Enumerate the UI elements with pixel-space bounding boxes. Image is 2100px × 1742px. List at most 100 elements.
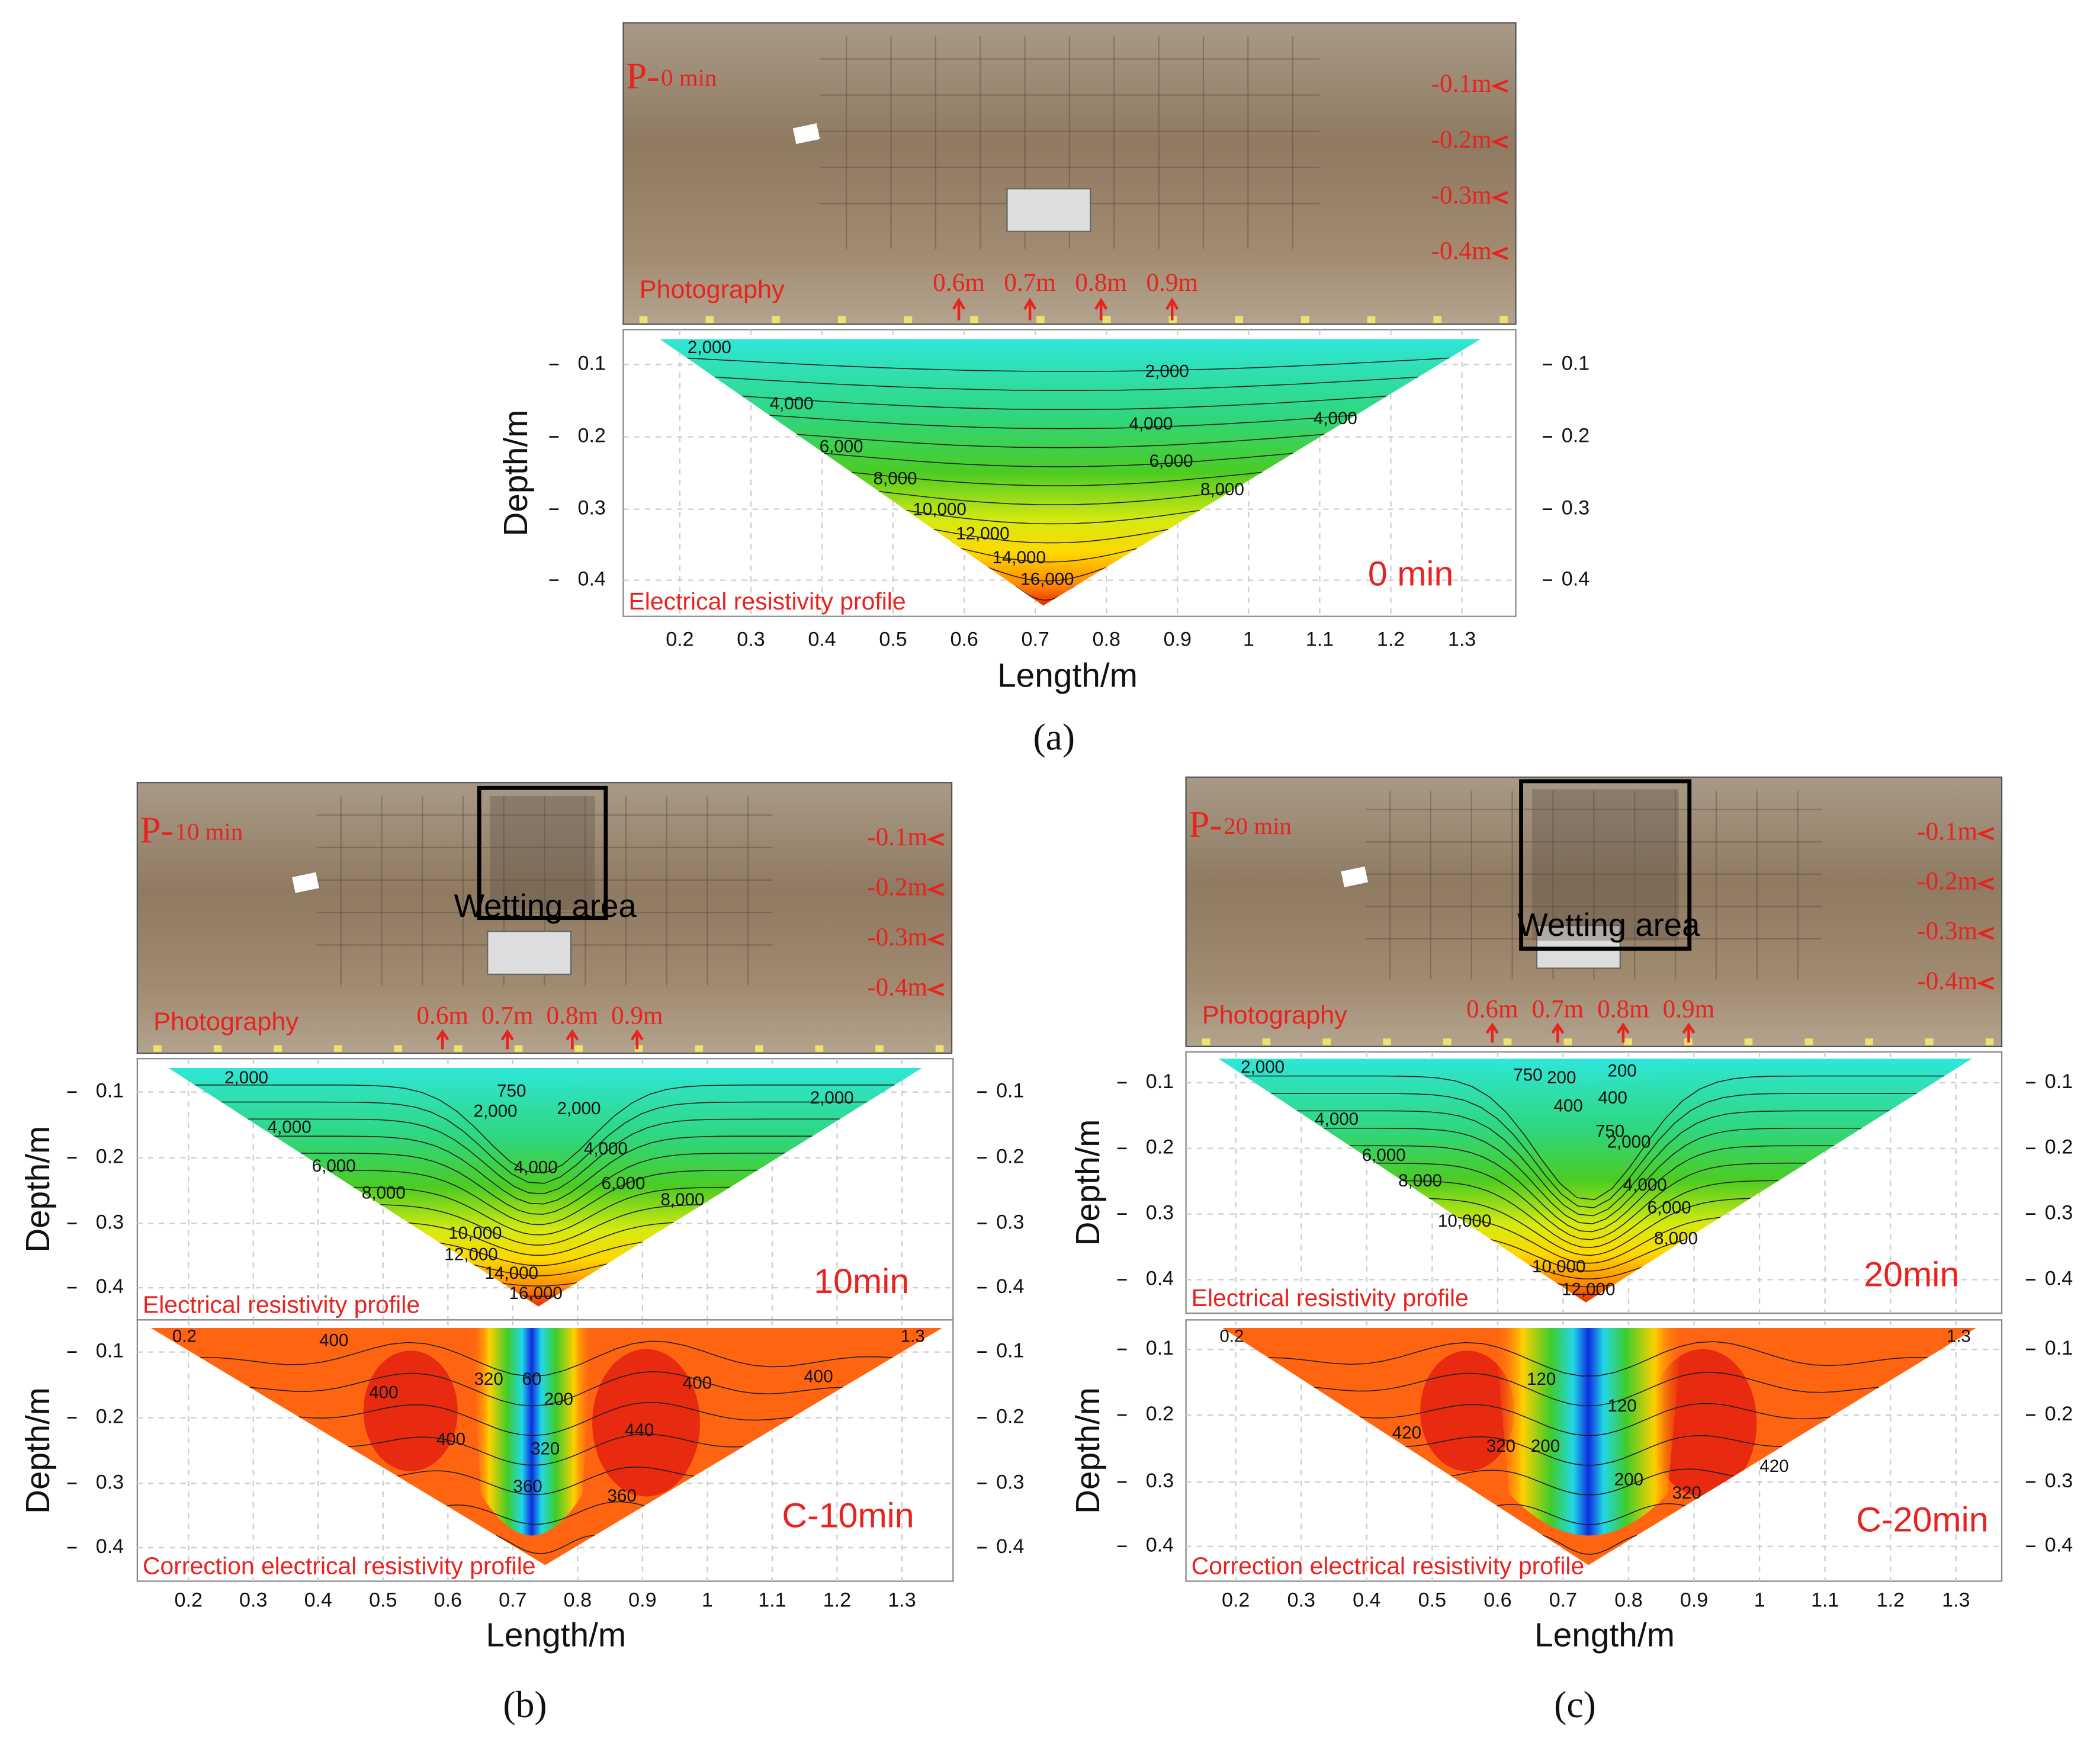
depth-arrow <box>926 933 945 947</box>
x-tick-label: 1.3 <box>1448 628 1476 650</box>
contour-line <box>878 490 1231 506</box>
length-mark: 0.8m <box>1597 996 1649 1024</box>
photo-electrode <box>935 1045 944 1052</box>
contour-label: 60 <box>522 1369 541 1389</box>
contour-label: 320 <box>1672 1483 1701 1503</box>
contour-label: 4,000 <box>1129 414 1173 434</box>
contour-label: 6,000 <box>601 1174 645 1194</box>
contour-label: 0.2 <box>1219 1327 1244 1346</box>
wetting-box <box>477 785 608 920</box>
profile-label: Correction electrical resistivity profil… <box>1192 1552 1585 1580</box>
contour-label: 200 <box>1607 1061 1636 1081</box>
length-mark: 0.9m <box>1146 269 1198 297</box>
profile-time: 10min <box>814 1262 909 1301</box>
contour-label: 8,000 <box>1200 480 1244 499</box>
contour-line <box>714 376 1418 392</box>
y-tick-label: 0.4 <box>96 1535 124 1558</box>
x-tick-label: 1.2 <box>823 1589 851 1611</box>
depth-mark: -0.4m <box>867 974 927 1002</box>
contour-line <box>459 1260 621 1276</box>
depth-mark: -0.2m <box>1431 126 1492 153</box>
photo-electrode <box>755 1045 763 1052</box>
contour-label: 750 <box>1513 1065 1542 1085</box>
contour-label: 120 <box>1527 1369 1556 1389</box>
contour-line <box>1428 1198 1752 1256</box>
y-tick-label: 0.4 <box>1146 1534 1174 1557</box>
x-tick-label: 0.9 <box>1680 1589 1708 1611</box>
depth-mark: -0.1m <box>867 823 927 851</box>
x-tick-label: 0.3 <box>239 1589 267 1611</box>
contour-fill <box>1222 1327 1976 1565</box>
y-tick-label-right: 0.2 <box>996 1406 1024 1428</box>
panel: P- 10 min -0.1m -0.2m -0.3m -0.4m Photography 0… <box>20 782 1024 1725</box>
contour-label: 320 <box>474 1369 503 1389</box>
length-mark: 0.9m <box>611 1002 663 1030</box>
photo-time: 10 min <box>175 818 243 845</box>
y-tick-label: 0.2 <box>96 1146 124 1168</box>
contour-line <box>1297 1110 1890 1217</box>
y-tick-label: 0.1 <box>1146 1337 1174 1359</box>
photography-label: Photography <box>640 275 785 304</box>
photo <box>622 22 1517 325</box>
length-arrow <box>1551 1022 1565 1043</box>
photo-tag: P- <box>140 809 174 851</box>
contour-label: 400 <box>1598 1088 1627 1108</box>
resistivity-fill <box>168 1068 923 1307</box>
photo-time: 0 min <box>661 65 717 91</box>
contour-label: 420 <box>1392 1423 1421 1442</box>
y-tick-label-right: 0.4 <box>996 1275 1024 1298</box>
y-tick-label: 0.4 <box>578 568 606 591</box>
y-tick-label-right: 0.2 <box>996 1146 1024 1168</box>
wetting-shade <box>490 795 595 910</box>
contour-label: 8,000 <box>1398 1171 1442 1191</box>
photo-electrode <box>634 1045 643 1052</box>
depth-arrow <box>1976 926 1995 941</box>
photo-electrode <box>1262 1038 1271 1045</box>
contour-label: 8,000 <box>362 1183 406 1203</box>
x-tick-label: 0.8 <box>1093 628 1120 650</box>
length-mark: 0.7m <box>481 1002 534 1030</box>
contour-label: 6,000 <box>1362 1146 1406 1165</box>
contour-line <box>406 1222 676 1256</box>
profile-time: 0 min <box>1368 554 1454 593</box>
length-mark: 0.6m <box>933 269 985 297</box>
photo-marker <box>792 123 820 145</box>
depth-mark: -0.3m <box>1431 182 1492 210</box>
photo-electrode <box>1322 1038 1331 1045</box>
contour-label: 4,000 <box>1315 1109 1359 1129</box>
contour-label: 4,000 <box>584 1139 628 1159</box>
contour-label: 14,000 <box>993 548 1046 567</box>
y-tick-label-right: 0.2 <box>2045 1403 2073 1425</box>
contour-label: 750 <box>1595 1121 1624 1141</box>
depth-mark: -0.4m <box>1431 238 1492 265</box>
length-mark: 0.8m <box>546 1002 598 1030</box>
contour-label: 400 <box>804 1366 833 1386</box>
contour-label: 2,000 <box>474 1102 518 1121</box>
photo-electrode <box>695 1045 704 1052</box>
y-tick-label: 0.3 <box>1146 1470 1174 1492</box>
x-tick-label: 1.2 <box>1377 628 1405 650</box>
x-tick-label: 0.7 <box>499 1589 526 1611</box>
contour-line <box>824 453 1293 467</box>
contour-label: 4,000 <box>1623 1175 1667 1195</box>
photo-time: 20 min <box>1224 813 1292 839</box>
contour-label: 12,000 <box>956 524 1009 543</box>
x-tick-label: 0.4 <box>304 1589 332 1611</box>
contour-label: 14,000 <box>485 1263 538 1283</box>
depth-mark: -0.2m <box>867 874 927 902</box>
y-tick-label-right: 0.2 <box>2045 1136 2073 1159</box>
contour-line <box>1349 1145 1835 1233</box>
contour-label: 12,000 <box>1562 1279 1615 1299</box>
contour-label: 200 <box>1547 1068 1576 1087</box>
depth-mark: -0.1m <box>1431 70 1492 98</box>
depth-arrow <box>926 833 945 846</box>
length-arrow <box>1616 1022 1630 1043</box>
x-tick-label: 0.2 <box>666 628 693 650</box>
length-arrow <box>436 1029 449 1050</box>
y-tick-label-right: 0.4 <box>2045 1534 2073 1557</box>
contour-label: 2,000 <box>1241 1057 1285 1077</box>
x-axis-title: Length/m <box>997 657 1138 695</box>
x-tick-label: 0.3 <box>1287 1589 1315 1611</box>
contour-line <box>348 1433 744 1466</box>
